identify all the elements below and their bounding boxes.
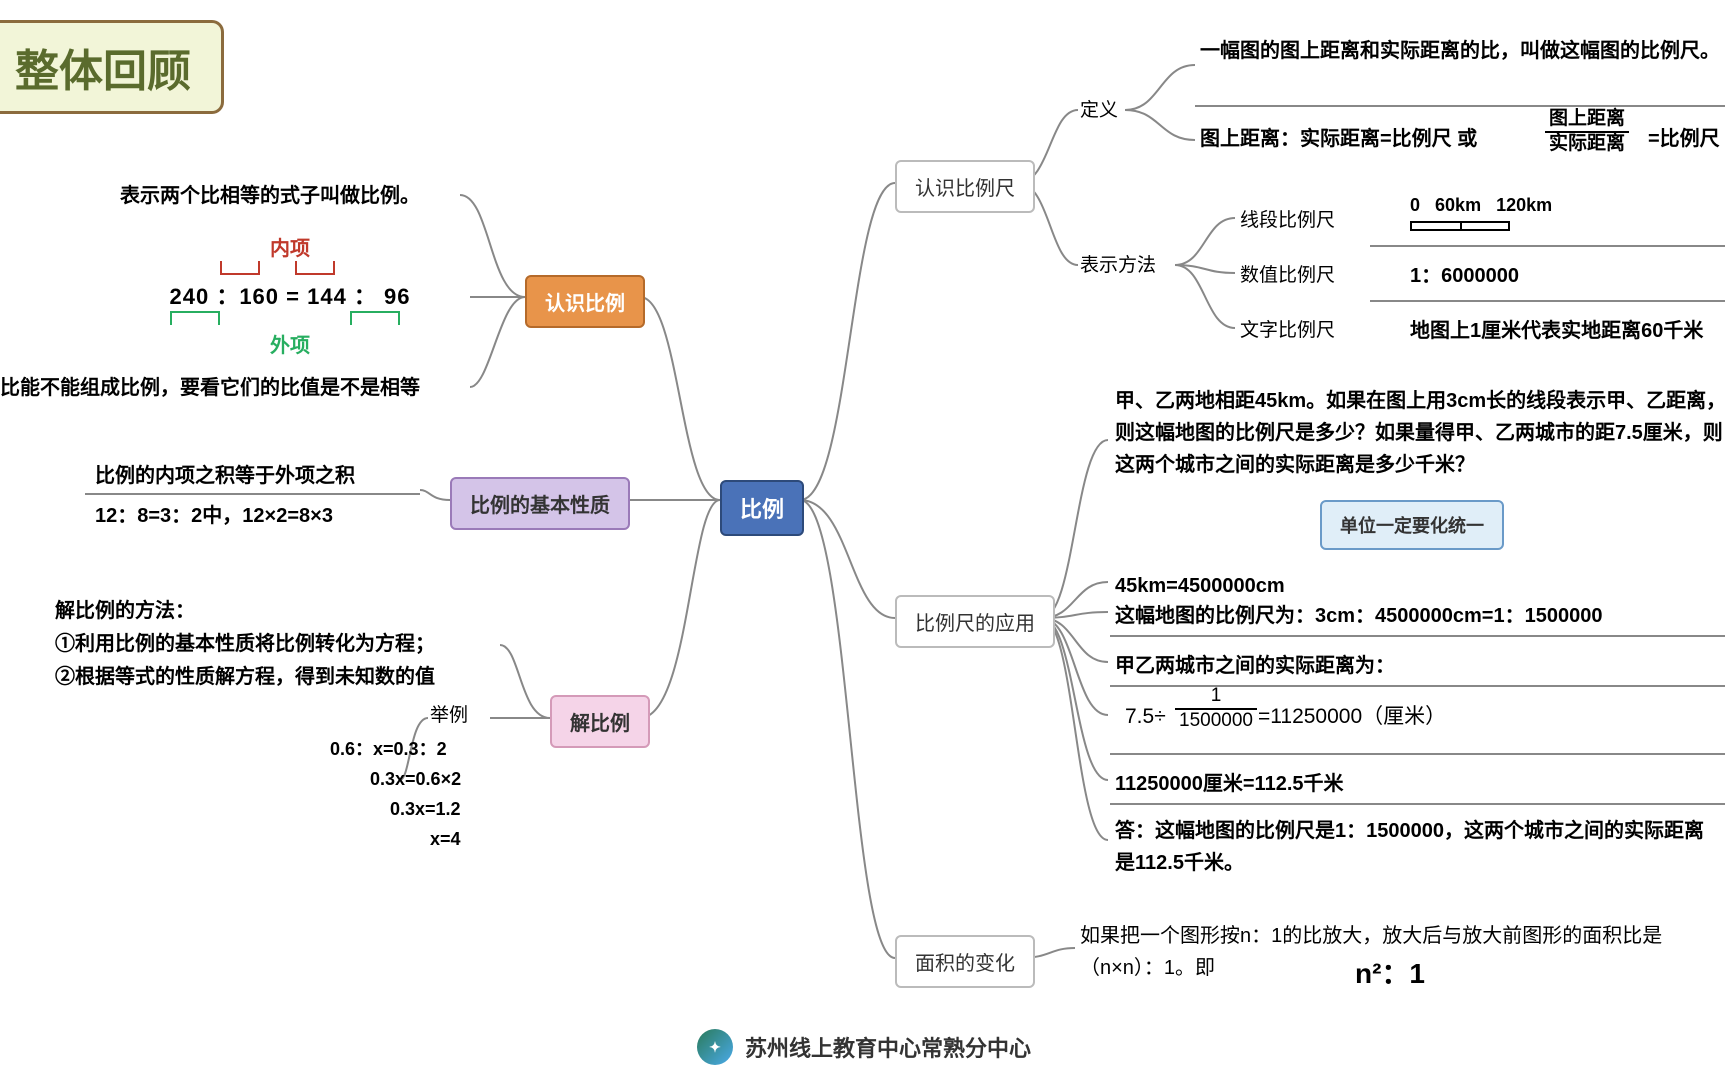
text-a2: 这幅地图的比例尺为：3cm：4500000cm=1：1500000: [1115, 600, 1602, 632]
hr-6: [1110, 753, 1725, 755]
hr-4: [1110, 635, 1725, 637]
node-app: 比例尺的应用: [895, 595, 1055, 648]
label-num: 数值比例尺: [1240, 260, 1335, 287]
label-seg: 线段比例尺: [1240, 205, 1335, 232]
text-t4: 12：8=3：2中，12×2=8×3: [95, 500, 333, 532]
text-t6d: x=4: [430, 825, 461, 854]
hr-7: [1110, 803, 1725, 805]
node-scale: 认识比例尺: [895, 160, 1035, 213]
hr-5: [1110, 685, 1725, 687]
text-txtval: 地图上1厘米代表实地距离60千米: [1410, 315, 1703, 347]
page-title: 整体回顾: [0, 20, 224, 114]
text-t6c: 0.3x=1.2: [390, 795, 461, 824]
node-center: 比例: [720, 480, 804, 536]
text-d2: 图上距离：实际距离=比例尺 或: [1200, 123, 1477, 155]
text-t5b: ①利用比例的基本性质将比例转化为方程；: [55, 628, 435, 660]
text-t6b: 0.3x=0.6×2: [370, 765, 461, 794]
label-def: 定义: [1080, 95, 1118, 122]
text-a6: 答：这幅地图的比例尺是1：1500000，这两个城市之间的实际距离是112.5千…: [1115, 815, 1715, 879]
node-property: 比例的基本性质: [450, 477, 630, 530]
node-solve: 解比例: [550, 695, 650, 748]
label-example: 举例: [430, 700, 468, 727]
text-t2: 比能不能组成比例，要看它们的比值是不是相等: [0, 372, 420, 404]
hr-3: [1370, 300, 1725, 302]
text-q1: 甲、乙两地相距45km。如果在图上用3cm长的线段表示甲、乙距离，则这幅地图的比…: [1115, 385, 1727, 481]
text-d1: 一幅图的图上距离和实际距离的比，叫做这幅图的比例尺。: [1200, 35, 1720, 67]
text-a5: 11250000厘米=112.5千米: [1115, 768, 1344, 800]
text-a1: 45km=4500000cm: [1115, 570, 1285, 602]
label-method: 表示方法: [1080, 250, 1156, 277]
node-tip: 单位一定要化统一: [1320, 500, 1504, 550]
node-area: 面积的变化: [895, 935, 1035, 988]
footer: ✦ 苏州线上教育中心常熟分中心: [697, 1029, 1031, 1065]
text-t6a: 0.6：x=0.3：2: [330, 735, 447, 764]
hr-8: [85, 493, 420, 495]
hr-2: [1370, 245, 1725, 247]
frac-def: 图上距离 实际距离: [1545, 108, 1629, 156]
hr-1: [1195, 105, 1725, 107]
text-t5a: 解比例的方法：: [55, 595, 195, 627]
scale-bar: 0 60km 120km: [1410, 195, 1552, 236]
text-t3: 比例的内项之积等于外项之积: [95, 460, 355, 492]
label-txt: 文字比例尺: [1240, 315, 1335, 342]
node-recognize: 认识比例: [525, 275, 645, 328]
text-a4b: =11250000（厘米）: [1258, 700, 1446, 734]
text-t1: 表示两个比相等的式子叫做比例。: [120, 180, 420, 212]
footer-text: 苏州线上教育中心常熟分中心: [745, 1031, 1031, 1063]
text-numval: 1：6000000: [1410, 260, 1519, 292]
text-a4a: 7.5÷: [1125, 700, 1166, 734]
text-t5c: ②根据等式的性质解方程，得到未知数的值: [55, 661, 435, 693]
text-d2b: =比例尺: [1648, 123, 1720, 155]
text-a3: 甲乙两城市之间的实际距离为：: [1115, 650, 1395, 682]
frac-calc: 1 1500000: [1175, 685, 1257, 733]
ratio-example: 内项 240 ：160 = 144 ： 96 外项: [140, 232, 440, 358]
logo-icon: ✦: [697, 1029, 733, 1065]
text-area-f: n²：1: [1355, 952, 1425, 997]
